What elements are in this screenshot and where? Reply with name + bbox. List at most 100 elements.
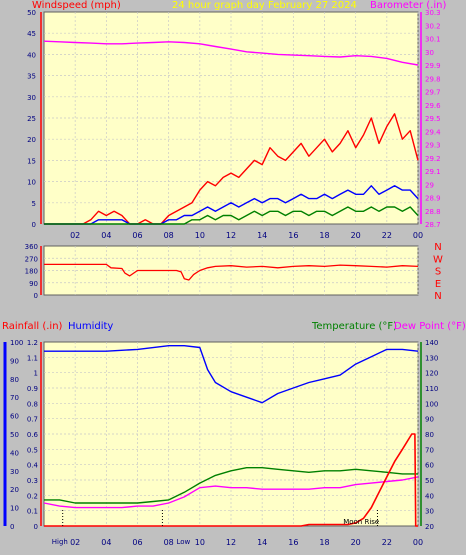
barometer-y-tick-label: 30.2 [425,22,441,30]
windspeed-axis-title: Windspeed (mph) [32,0,121,11]
rainfall-y-tick-label: 0.2 [27,492,38,500]
rainfall-y-tick-label: 1 [34,370,38,378]
graph-title: 24 hour graph day February 27 2024 [172,0,357,11]
temperature-line [44,467,418,504]
temperature-y-tick-label: 130 [425,354,438,362]
barometer-y-tick-label: 28.9 [425,195,441,203]
humidity-y-tick-label: 50 [10,431,19,439]
x-tick-label: 18 [319,538,329,547]
humidity-axis-title: Humidity [68,321,114,332]
x-tick-label: 10 [195,538,205,547]
barometer-axis-title: Barometer (.in) [370,0,447,11]
humidity-y-tick-label: 30 [10,468,19,476]
barometer-y-tick-label: 29.9 [425,62,441,70]
rainfall-axis-title: Rainfall (.in) [2,321,63,332]
direction-y-tick-label: 360 [25,243,38,251]
rainfall-y-tick-label: 0.6 [27,431,39,439]
temperature-y-tick-label: 70 [425,446,434,454]
barometer-y-tick-label: 29.5 [425,115,441,123]
wind-y-tick-label: 35 [27,73,36,81]
direction-y-tick-label: 270 [25,255,38,263]
x-tick-label: 14 [257,231,267,240]
rainfall-y-tick-label: 0.8 [27,400,38,408]
barometer-line [43,40,419,66]
x-tick-label: 02 [70,231,80,240]
rainfall-y-tick-label: 0.4 [27,462,39,470]
barometer-y-tick-label: 28.8 [425,208,441,216]
temperature-y-tick-label: 20 [425,523,434,531]
barometer-y-tick-label: 29.1 [425,168,441,176]
dewpoint-axis-title: Dew Point (°F) [394,321,466,332]
x-tick-label: 22 [382,538,392,547]
barometer-y-tick-label: 30.3 [425,9,441,17]
direction-y-tick-label: 0 [34,292,38,300]
humidity-y-tick-label: 10 [10,505,19,513]
rainfall-y-tick-label: 0.9 [27,385,38,393]
rainfall-line [44,433,418,527]
x-tick-label: 12 [226,538,236,547]
direction-y-tick-label: 90 [29,280,38,288]
temperature-axis-title: Temperature (°F) [312,321,398,332]
wind-y-tick-label: 40 [27,51,36,59]
temperature-y-tick-label: 40 [425,492,434,500]
wind-y-tick-label: 45 [27,30,36,38]
wind-direction-line [44,263,419,281]
temperature-y-tick-label: 50 [425,477,434,485]
rainfall-y-tick-label: 0.7 [27,416,38,424]
humidity-y-tick-label: 80 [10,376,19,384]
temperature-y-tick-label: 100 [425,400,438,408]
barometer-y-tick-label: 28.7 [425,221,441,229]
humidity-y-tick-label: 90 [10,357,19,365]
rainfall-y-tick-label: 0.1 [27,508,38,516]
x-tick-label: 08 [164,231,174,240]
humidity-y-tick-label: 0 [10,523,14,531]
barometer-y-tick-label: 29.7 [425,89,441,97]
humidity-y-tick-label: 100 [10,339,23,347]
rainfall-y-tick-label: 0 [34,523,38,531]
x-tick-label: 00 [413,538,423,547]
x-tick-label: 16 [288,231,298,240]
temperature-y-tick-label: 140 [425,339,438,347]
x-tick-label: 20 [351,231,361,240]
compass-label: N [434,242,441,253]
x-tick-label: 06 [132,231,142,240]
humidity-y-tick-label: 60 [10,413,19,421]
wind-y-tick-label: 30 [27,94,36,102]
x-tick-label: 12 [226,231,236,240]
dewpoint-line [43,476,419,509]
x-tick-label: 22 [382,231,392,240]
barometer-y-tick-label: 30.1 [425,36,441,44]
wind-y-tick-label: 20 [27,136,36,144]
temperature-y-tick-label: 90 [425,416,434,424]
direction-y-tick-label: 180 [25,268,38,276]
humidity-line [44,345,419,404]
x-tick-label: 08 [164,538,174,547]
temperature-y-tick-label: 60 [425,462,434,470]
wind-y-tick-label: 0 [32,221,36,229]
temperature-y-tick-label: 30 [425,508,434,516]
x-tick-label: 02 [70,538,80,547]
x-tick-label: 06 [132,538,142,547]
barometer-y-tick-label: 30 [425,49,434,57]
temperature-y-tick-label: 80 [425,431,434,439]
barometer-y-tick-label: 29.6 [425,102,441,110]
compass-label: W [433,254,443,265]
barometer-y-tick-label: 29.8 [425,75,441,83]
wind-y-tick-label: 10 [27,179,36,187]
compass-label: N [434,291,441,302]
x-tick-label: 16 [288,538,298,547]
barometer-y-tick-label: 29 [425,181,434,189]
x-tick-label: 10 [195,231,205,240]
rainfall-y-tick-label: 1.1 [27,354,38,362]
barometer-y-tick-label: 29.3 [425,142,441,150]
low-time-label: Low [176,538,190,546]
x-tick-label: 14 [257,538,267,547]
barometer-y-tick-label: 29.4 [425,128,441,136]
wind-y-tick-label: 15 [27,157,36,165]
rainfall-y-tick-label: 0.5 [27,446,38,454]
barometer-y-tick-label: 29.2 [425,155,441,163]
rainfall-y-tick-label: 0.3 [27,477,38,485]
x-tick-label: 04 [101,231,111,240]
x-tick-label: 04 [101,538,111,547]
